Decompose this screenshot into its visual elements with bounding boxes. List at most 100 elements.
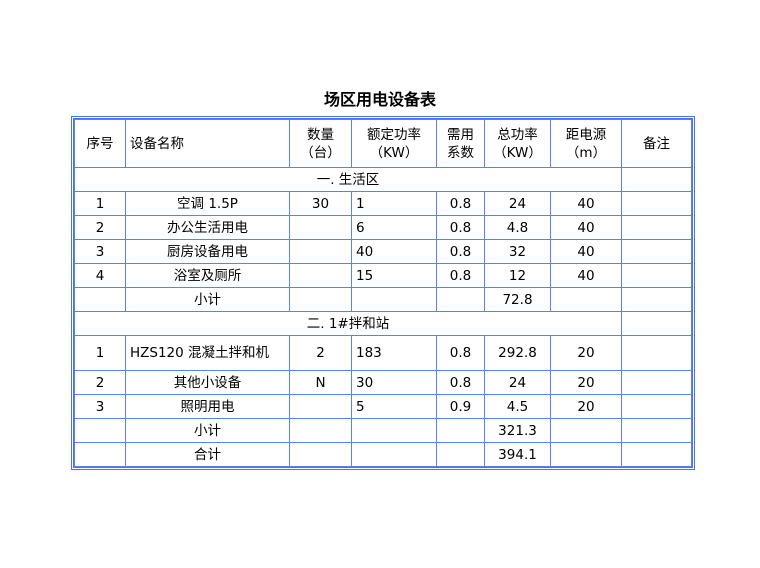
cell-qty [289, 215, 352, 240]
note-cell [621, 311, 692, 336]
cell-no: 1 [74, 191, 126, 216]
cell-rated: 5 [351, 394, 437, 419]
cell-rated: 183 [351, 335, 437, 371]
empty-cell [289, 418, 352, 443]
grand-total-row: 合计 394.1 [74, 442, 692, 467]
cell-coef: 0.8 [436, 263, 485, 288]
cell-no: 2 [74, 370, 126, 395]
cell-rated: 30 [351, 370, 437, 395]
table-row: 1 HZS120 混凝土拌和机 2 183 0.8 292.8 20 [74, 335, 692, 371]
cell-no: 3 [74, 239, 126, 264]
empty-cell [436, 442, 485, 467]
cell-total: 32 [484, 239, 551, 264]
empty-cell [351, 287, 437, 312]
cell-qty: 2 [289, 335, 352, 371]
section-row: 二. 1#拌和站 [74, 311, 692, 336]
grand-total-value: 394.1 [484, 442, 551, 467]
cell-name: 厨房设备用电 [125, 239, 290, 264]
cell-coef: 0.8 [436, 191, 485, 216]
cell-note [621, 335, 692, 371]
cell-no [74, 418, 126, 443]
cell-note [621, 215, 692, 240]
subtotal-value: 321.3 [484, 418, 551, 443]
cell-qty: N [289, 370, 352, 395]
grand-total-label: 合计 [125, 442, 290, 467]
cell-no [74, 442, 126, 467]
cell-dist: 40 [550, 263, 622, 288]
table-row: 2 其他小设备 N 30 0.8 24 20 [74, 370, 692, 395]
subtotal-label: 小计 [125, 287, 290, 312]
note-cell [621, 167, 692, 192]
header-row: 序号 设备名称 数量 （台） 额定功率 （KW） 需用 系数 总功率 （KW） 距电源（… [74, 119, 692, 168]
cell-note [621, 287, 692, 312]
cell-coef: 0.8 [436, 370, 485, 395]
cell-rated: 1 [351, 191, 437, 216]
cell-note [621, 370, 692, 395]
cell-qty [289, 239, 352, 264]
empty-cell [351, 418, 437, 443]
cell-qty: 30 [289, 191, 352, 216]
cell-note [621, 394, 692, 419]
section-row: 一. 生活区 [74, 167, 692, 192]
cell-dist: 20 [550, 370, 622, 395]
empty-cell [550, 287, 622, 312]
header-note: 备注 [621, 119, 692, 168]
header-rated: 额定功率 （KW） [351, 119, 437, 168]
cell-name: 空调 1.5P [125, 191, 290, 216]
cell-name: 照明用电 [125, 394, 290, 419]
cell-no: 1 [74, 335, 126, 371]
cell-name: HZS120 混凝土拌和机 [125, 335, 290, 371]
cell-dist: 20 [550, 394, 622, 419]
empty-cell [550, 418, 622, 443]
cell-no: 3 [74, 394, 126, 419]
empty-cell [436, 418, 485, 443]
section-label: 二. 1#拌和站 [74, 311, 622, 336]
header-dist: 距电源 （m） [550, 119, 622, 168]
table-row: 3 照明用电 5 0.9 4.5 20 [74, 394, 692, 419]
header-qty: 数量 （台） [289, 119, 352, 168]
subtotal-value: 72.8 [484, 287, 551, 312]
cell-coef: 0.9 [436, 394, 485, 419]
subtotal-label: 小计 [125, 418, 290, 443]
table-row: 4 浴室及厕所 15 0.8 12 40 [74, 263, 692, 288]
cell-total: 292.8 [484, 335, 551, 371]
cell-dist: 40 [550, 191, 622, 216]
cell-total: 4.5 [484, 394, 551, 419]
cell-dist: 40 [550, 239, 622, 264]
header-coef: 需用 系数 [436, 119, 485, 168]
empty-cell [289, 287, 352, 312]
table-row: 2 办公生活用电 6 0.8 4.8 40 [74, 215, 692, 240]
cell-no: 4 [74, 263, 126, 288]
cell-coef: 0.8 [436, 239, 485, 264]
cell-name: 浴室及厕所 [125, 263, 290, 288]
subtotal-row: 小计 72.8 [74, 287, 692, 312]
cell-name: 其他小设备 [125, 370, 290, 395]
empty-cell [289, 442, 352, 467]
page-title: 场区用电设备表 [323, 90, 436, 109]
cell-total: 12 [484, 263, 551, 288]
cell-coef: 0.8 [436, 215, 485, 240]
cell-dist: 20 [550, 335, 622, 371]
subtotal-row: 小计 321.3 [74, 418, 692, 443]
cell-no [74, 287, 126, 312]
cell-note [621, 263, 692, 288]
cell-rated: 15 [351, 263, 437, 288]
cell-qty [289, 394, 352, 419]
cell-coef: 0.8 [436, 335, 485, 371]
cell-rated: 6 [351, 215, 437, 240]
cell-qty [289, 263, 352, 288]
cell-total: 24 [484, 370, 551, 395]
cell-note [621, 418, 692, 443]
empty-cell [351, 442, 437, 467]
cell-no: 2 [74, 215, 126, 240]
cell-rated: 40 [351, 239, 437, 264]
cell-note [621, 239, 692, 264]
section-label: 一. 生活区 [74, 167, 622, 192]
cell-dist: 40 [550, 215, 622, 240]
empty-cell [550, 442, 622, 467]
table-row: 1 空调 1.5P 30 1 0.8 24 40 [74, 191, 692, 216]
cell-total: 4.8 [484, 215, 551, 240]
equipment-table: 序号 设备名称 数量 （台） 额定功率 （KW） 需用 系数 总功率 （KW） 距电源（… [71, 116, 695, 470]
header-no: 序号 [74, 119, 126, 168]
empty-cell [436, 287, 485, 312]
